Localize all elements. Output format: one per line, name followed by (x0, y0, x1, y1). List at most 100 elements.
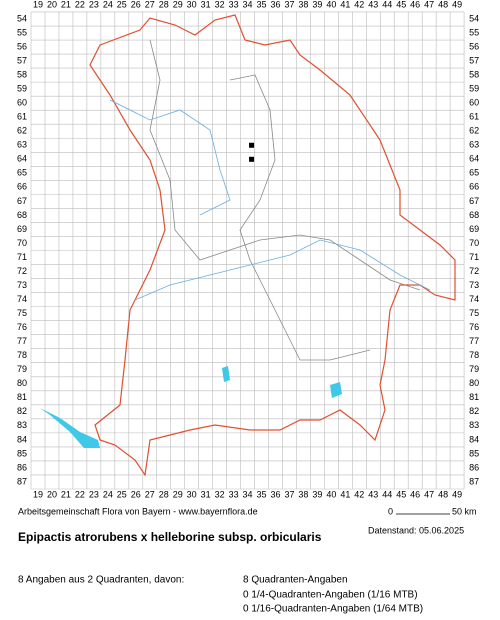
column-label: 29 (173, 0, 183, 9)
row-label: 72 (469, 266, 479, 276)
stat-line: 0 1/4-Quadranten-Angaben (1/16 MTB) (243, 590, 418, 601)
column-label: 34 (243, 0, 253, 9)
column-label: 39 (312, 0, 322, 9)
record-square (249, 142, 255, 148)
column-label: 38 (298, 489, 308, 499)
row-label: 64 (469, 154, 479, 164)
column-label: 49 (452, 489, 462, 499)
column-label: 31 (201, 489, 211, 499)
column-label: 43 (368, 489, 378, 499)
stat-line: 8 Quadranten-Angaben (243, 575, 348, 586)
column-label: 44 (382, 489, 392, 499)
row-label: 82 (469, 406, 479, 416)
row-label: 54 (17, 13, 27, 23)
lake (40, 408, 100, 448)
row-label: 69 (17, 224, 27, 234)
column-label: 48 (438, 489, 448, 499)
row-label: 66 (17, 182, 27, 192)
column-label: 25 (117, 0, 127, 9)
column-label: 26 (131, 0, 141, 9)
row-label: 78 (17, 350, 27, 360)
row-label: 67 (469, 196, 479, 206)
row-label: 62 (469, 126, 479, 136)
row-label: 73 (17, 280, 27, 290)
column-label: 33 (229, 0, 239, 9)
row-label: 70 (469, 238, 479, 248)
column-label: 30 (187, 0, 197, 9)
row-label: 83 (17, 420, 27, 430)
row-label: 74 (17, 294, 27, 304)
row-label: 61 (469, 112, 479, 122)
row-label: 74 (469, 294, 479, 304)
column-label: 28 (159, 0, 169, 9)
row-label: 77 (17, 336, 27, 346)
row-label: 68 (469, 210, 479, 220)
row-label: 57 (469, 55, 479, 65)
row-label: 76 (469, 322, 479, 332)
column-label: 27 (145, 0, 155, 9)
row-label: 77 (469, 336, 479, 346)
row-label: 69 (469, 224, 479, 234)
row-label: 73 (469, 280, 479, 290)
column-label: 34 (243, 489, 253, 499)
row-label: 55 (469, 27, 479, 37)
source: Arbeitsgemeinschaft Flora von Bayern - w… (18, 506, 258, 516)
column-label: 21 (61, 0, 71, 9)
row-label: 60 (469, 98, 479, 108)
row-label: 85 (17, 448, 27, 458)
column-label: 36 (270, 0, 280, 9)
summary: 8 Angaben aus 2 Quadranten, davon: (18, 575, 184, 586)
row-label: 64 (17, 154, 27, 164)
row-label: 76 (17, 322, 27, 332)
column-label: 45 (396, 0, 406, 9)
column-label: 36 (270, 489, 280, 499)
row-label: 63 (17, 140, 27, 150)
row-label: 56 (469, 41, 479, 51)
column-label: 33 (229, 489, 239, 499)
district-border (149, 39, 421, 291)
column-label: 20 (47, 489, 57, 499)
column-label: 41 (340, 0, 350, 9)
row-label: 85 (469, 448, 479, 458)
row-label: 55 (17, 27, 27, 37)
column-label: 23 (89, 0, 99, 9)
row-label: 84 (17, 434, 27, 444)
column-label: 42 (354, 0, 364, 9)
column-label: 24 (103, 0, 113, 9)
row-label: 56 (17, 41, 27, 51)
row-label: 57 (17, 55, 27, 65)
column-label: 32 (215, 0, 225, 9)
row-label: 61 (17, 112, 27, 122)
column-label: 41 (340, 489, 350, 499)
column-label: 42 (354, 489, 364, 499)
row-label: 71 (469, 252, 479, 262)
row-label: 79 (469, 364, 479, 374)
column-label: 21 (61, 489, 71, 499)
row-label: 59 (469, 84, 479, 94)
column-label: 46 (410, 489, 420, 499)
scale-start: 0 (388, 506, 393, 516)
column-label: 22 (75, 0, 85, 9)
column-label: 20 (47, 0, 57, 9)
district-border (229, 74, 371, 361)
row-label: 65 (17, 168, 27, 178)
column-label: 46 (410, 0, 420, 9)
title: Epipactis atrorubens x helleborine subsp… (18, 530, 322, 544)
axis-labels: 19 19 20 20 21 21 22 22 23 23 24 24 25 25 26 26 27 27 28 28… (17, 0, 479, 499)
column-label: 47 (424, 489, 434, 499)
column-label: 40 (326, 0, 336, 9)
row-label: 78 (469, 350, 479, 360)
river (109, 99, 231, 216)
row-label: 62 (17, 126, 27, 136)
column-label: 19 (33, 0, 43, 9)
date: Datenstand: 05.06.2025 (368, 525, 464, 535)
column-label: 40 (326, 489, 336, 499)
row-label: 58 (469, 69, 479, 79)
row-label: 68 (17, 210, 27, 220)
row-label: 86 (17, 462, 27, 472)
row-label: 71 (17, 252, 27, 262)
row-label: 59 (17, 84, 27, 94)
row-label: 67 (17, 196, 27, 206)
column-label: 47 (424, 0, 434, 9)
